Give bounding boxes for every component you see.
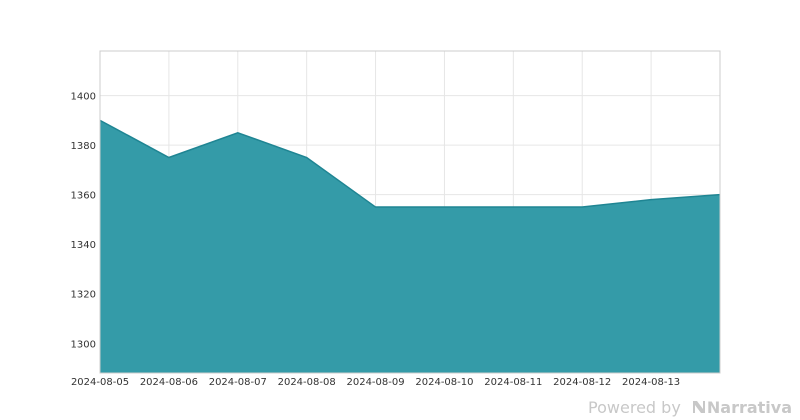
series-area [100, 120, 720, 373]
y-tick-label: 1380 [71, 141, 96, 152]
powered-by-credit: Powered by Narrativa [588, 398, 792, 417]
powered-by-label: Powered by [588, 398, 681, 417]
x-tick-label: 2024-08-13 [622, 377, 680, 388]
x-tick-label: 2024-08-06 [140, 377, 198, 388]
x-tick-label: 2024-08-11 [484, 377, 542, 388]
y-tick-label: 1400 [71, 92, 96, 103]
x-tick-label: 2024-08-07 [209, 377, 267, 388]
y-tick-label: 1360 [71, 191, 96, 202]
plot-frame [99, 50, 721, 374]
x-tick-label: 2024-08-10 [415, 377, 473, 388]
narrativa-brand: Narrativa [692, 398, 792, 417]
y-tick-label: 1300 [71, 339, 96, 350]
y-tick-label: 1340 [71, 240, 96, 251]
narrativa-logo-icon [692, 401, 705, 413]
y-axis-ticks: 1300 1320 1340 1360 1380 1400 [71, 92, 96, 351]
brand-label: Narrativa [706, 398, 792, 417]
series-line [99, 119, 721, 208]
x-tick-label: 2024-08-12 [553, 377, 611, 388]
x-tick-label: 2024-08-08 [278, 377, 336, 388]
y-tick-label: 1320 [71, 290, 96, 301]
x-tick-label: 2024-08-05 [71, 377, 129, 388]
x-axis-ticks: 2024-08-05 2024-08-06 2024-08-07 2024-08-08… [71, 377, 680, 388]
x-tick-label: 2024-08-09 [346, 377, 404, 388]
